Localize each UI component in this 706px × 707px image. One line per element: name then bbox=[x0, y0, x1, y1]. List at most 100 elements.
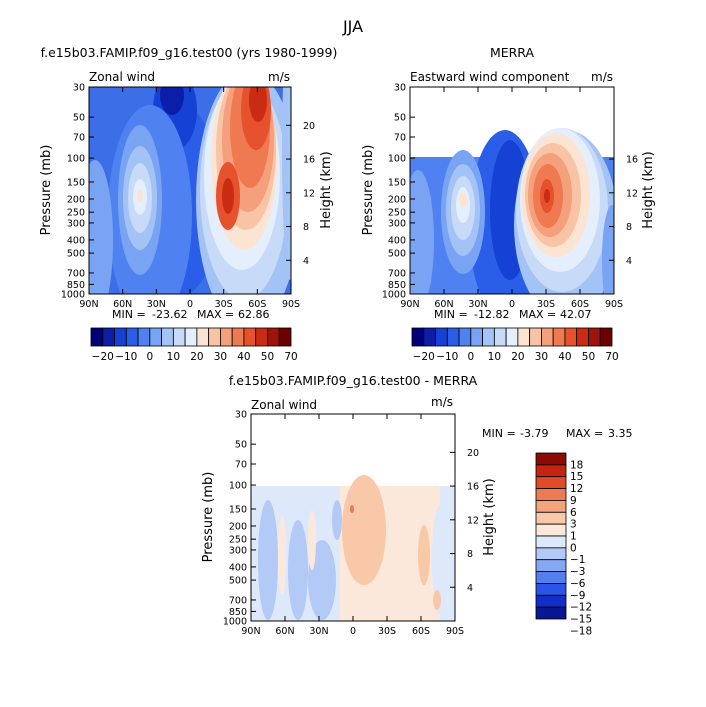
colorbar-swatch bbox=[184, 327, 198, 347]
colorbar-swatch bbox=[149, 327, 162, 347]
panel-merra-ylabel-right: Height (km) bbox=[641, 151, 656, 228]
y-right-tick-label: 20 bbox=[467, 448, 479, 459]
panel-model-title: f.e15b03.FAMIP.f09_g16.test00 (yrs 1980-… bbox=[41, 45, 338, 60]
x-tick-label: 90N bbox=[79, 299, 98, 310]
colorbar-swatch bbox=[535, 594, 567, 608]
colorbar-label: −3 bbox=[570, 566, 585, 578]
x-tick-label: 60N bbox=[434, 299, 453, 310]
colorbar-label: 10 bbox=[488, 351, 501, 363]
panel-difference-ylabel-right: Height (km) bbox=[482, 478, 497, 555]
y-tick-label: 400 bbox=[229, 562, 247, 573]
colorbar-swatch bbox=[196, 327, 210, 347]
y-tick-label: 30 bbox=[73, 83, 85, 94]
panel-model-max-label: MAX = bbox=[197, 308, 234, 321]
x-tick-label: 90N bbox=[400, 299, 419, 310]
colorbar-label: −9 bbox=[570, 590, 585, 602]
colorbar-label: 0 bbox=[146, 351, 153, 363]
y-tick-label: 200 bbox=[388, 194, 406, 205]
colorbar-label: −20 bbox=[92, 351, 114, 363]
y-tick-label: 200 bbox=[229, 521, 247, 532]
colorbar-label: 18 bbox=[570, 459, 583, 471]
x-tick-label: 30S bbox=[215, 299, 233, 310]
panel-difference-min-value: -3.79 bbox=[520, 427, 548, 440]
panel-difference-axes: 90N 60N 30N 0 30S 60S 90S 30 50 70 100 150 200 250300… bbox=[223, 410, 479, 638]
y-right-tick-label: 12 bbox=[303, 188, 315, 199]
panel-model-min-label: MIN = bbox=[112, 308, 146, 321]
panel-merra-min-label: MIN = bbox=[434, 308, 468, 321]
panel-difference-title: f.e15b03.FAMIP.f09_g16.test00 - MERRA bbox=[229, 373, 478, 388]
panel-difference-field bbox=[251, 475, 455, 621]
panel-merra-max-value: 42.07 bbox=[560, 308, 592, 321]
colorbar-swatch bbox=[114, 327, 127, 347]
x-tick-label: 30N bbox=[309, 626, 328, 637]
colorbar-swatch bbox=[255, 327, 268, 347]
colorbar-label: 20 bbox=[511, 351, 524, 363]
colorbar-label: −15 bbox=[570, 614, 592, 626]
panel-model-colorbar: −20 −10 0 10 20 30 40 50 70 bbox=[90, 327, 298, 363]
y-tick-label: 70 bbox=[235, 460, 247, 471]
panel-merra-variable-label: Eastward wind component bbox=[410, 70, 570, 84]
x-tick-label: 30S bbox=[537, 299, 555, 310]
y-right-tick-label: 4 bbox=[626, 256, 632, 267]
panel-difference: f.e15b03.FAMIP.f09_g16.test00 - MERRA Zo… bbox=[201, 373, 633, 637]
colorbar-label: 0 bbox=[570, 542, 577, 554]
colorbar-swatch bbox=[231, 327, 245, 347]
panel-difference-variable-label: Zonal wind bbox=[251, 398, 317, 412]
panel-merra: MERRA Eastward wind component m/s 90N 60N bbox=[361, 45, 656, 363]
colorbar-swatch bbox=[517, 327, 531, 347]
x-tick-label: 30S bbox=[378, 626, 396, 637]
colorbar-label: 0 bbox=[467, 351, 474, 363]
colorbar-swatch bbox=[535, 464, 567, 478]
y-tick-label: 850 bbox=[67, 280, 85, 291]
colorbar-swatch bbox=[535, 606, 567, 620]
x-tick-label: 90S bbox=[446, 626, 464, 637]
colorbar-label: 9 bbox=[570, 495, 577, 507]
y-tick-label: 500 bbox=[388, 249, 406, 260]
y-tick-label: 300 bbox=[388, 218, 406, 229]
colorbar-swatch bbox=[535, 583, 567, 596]
y-tick-label: 250 bbox=[67, 208, 85, 219]
y-tick-label: 300 bbox=[229, 545, 247, 556]
panel-merra-field bbox=[410, 128, 614, 294]
y-tick-label: 70 bbox=[394, 133, 406, 144]
colorbar-label: 6 bbox=[570, 507, 577, 519]
x-tick-label: 60S bbox=[571, 299, 589, 310]
panel-merra-axes: 90N 60N 30N 0 30S 60S 90S 30 50 70 100 150 200 250300… bbox=[382, 83, 638, 311]
y-tick-label: 100 bbox=[229, 481, 247, 492]
colorbar-swatch bbox=[137, 327, 151, 347]
y-tick-label: 500 bbox=[229, 576, 247, 587]
panel-model-axes: 90N 60N 30N 0 30S 60S 90S 30 50 70 100 150 200 250300… bbox=[61, 83, 315, 311]
panel-model-max-value: 62.86 bbox=[238, 308, 270, 321]
colorbar-swatch bbox=[90, 327, 104, 347]
colorbar-swatch bbox=[102, 327, 115, 347]
y-tick-label: 700 bbox=[229, 595, 247, 606]
colorbar-swatch bbox=[423, 327, 436, 347]
panel-merra-units: m/s bbox=[591, 70, 613, 84]
colorbar-swatch bbox=[482, 327, 495, 347]
x-tick-label: 60S bbox=[412, 626, 430, 637]
colorbar-label: 50 bbox=[582, 351, 595, 363]
panel-model-units: m/s bbox=[268, 70, 290, 84]
y-right-tick-label: 4 bbox=[303, 256, 309, 267]
colorbar-label: 1 bbox=[570, 531, 577, 543]
colorbar-swatch bbox=[161, 327, 174, 347]
panel-difference-max-value: 3.35 bbox=[608, 427, 633, 440]
colorbar-label: −18 bbox=[570, 625, 592, 637]
x-tick-label: 90N bbox=[241, 626, 260, 637]
panel-model-ylabel: Pressure (mb) bbox=[39, 145, 54, 236]
colorbar-label: 70 bbox=[284, 351, 297, 363]
y-tick-label: 30 bbox=[235, 410, 247, 421]
panel-merra-title: MERRA bbox=[490, 45, 535, 60]
x-tick-label: 0 bbox=[187, 299, 193, 310]
y-tick-label: 100 bbox=[67, 154, 85, 165]
colorbar-swatch bbox=[535, 535, 567, 549]
colorbar-label: 20 bbox=[190, 351, 203, 363]
y-right-tick-label: 16 bbox=[626, 155, 638, 166]
colorbar-label: 70 bbox=[605, 351, 618, 363]
colorbar-label: −10 bbox=[115, 351, 137, 363]
y-tick-label: 1000 bbox=[61, 290, 85, 301]
colorbar-label: −20 bbox=[413, 351, 435, 363]
colorbar-swatch bbox=[493, 327, 507, 347]
y-tick-label: 1000 bbox=[223, 617, 247, 628]
